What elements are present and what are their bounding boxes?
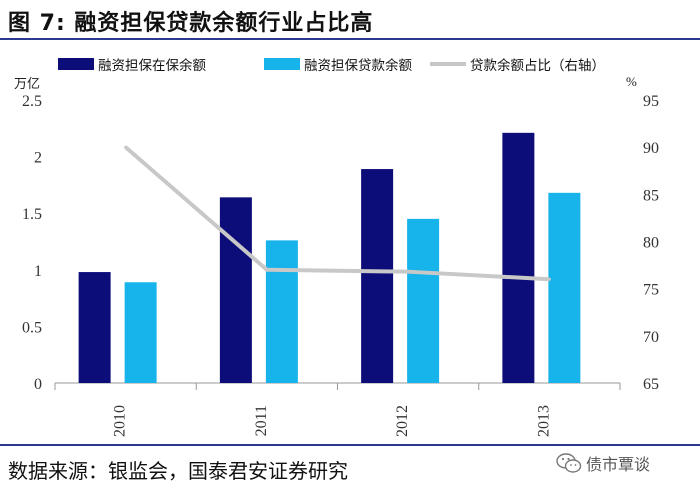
bar-loan-balance — [124, 282, 157, 383]
y2-tick-label: 85 — [643, 187, 659, 204]
y2-tick-label: 75 — [643, 282, 659, 299]
legend-label: 融资担保在保余额 — [98, 57, 206, 73]
y-tick-label: 0.5 — [22, 319, 42, 336]
line-loan-share — [124, 145, 550, 282]
left-axis-unit: 万亿 — [14, 76, 40, 91]
watermark-text: 债市覃谈 — [586, 455, 651, 474]
bar-guarantee-balance — [78, 272, 111, 383]
bar-guarantee-balance — [502, 132, 535, 383]
bar-guarantee-balance — [219, 197, 252, 383]
y-tick-label: 2.5 — [22, 93, 42, 110]
y2-tick-label: 65 — [643, 376, 659, 393]
right-axis-unit: % — [626, 74, 637, 89]
y2-tick-label: 80 — [643, 235, 659, 252]
y2-tick-label: 70 — [643, 329, 659, 346]
line-point — [406, 270, 410, 274]
line-point — [265, 268, 269, 272]
chart-title: 图 7: 融资担保贷款余额行业占比高 — [8, 11, 374, 36]
x-tick-label: 2011 — [253, 405, 270, 436]
source-note: 数据来源：银监会，国泰君安证券研究 — [8, 459, 348, 483]
bar-guarantee-balance — [361, 169, 394, 383]
bar-loan-balance — [407, 218, 440, 383]
legend-label: 融资担保贷款余额 — [304, 57, 412, 73]
y-tick-label: 1 — [34, 263, 42, 280]
bar-loan-balance — [548, 192, 581, 383]
y2-tick-label: 90 — [643, 140, 659, 157]
line-point — [547, 277, 551, 281]
legend-swatch — [58, 58, 94, 70]
title-bar: 图 7: 融资担保贷款余额行业占比高 — [0, 0, 700, 40]
bar-loan-balance — [265, 240, 298, 383]
x-tick-label: 2010 — [112, 405, 129, 437]
footer-divider — [0, 444, 700, 446]
chart: 融资担保在保余额 融资担保贷款余额 贷款余额占比（右轴） 万亿 % 0 0.5 1 1.5 2 2.… — [14, 57, 659, 437]
watermark: 债市覃谈 — [556, 451, 650, 475]
y-tick-label: 1.5 — [22, 206, 42, 223]
legend-swatch — [264, 58, 300, 70]
y-tick-label: 0 — [34, 376, 42, 393]
line-point — [124, 145, 128, 149]
legend-label: 贷款余额占比（右轴） — [470, 57, 605, 73]
wechat-icon — [556, 453, 582, 473]
x-tick-label: 2013 — [535, 405, 552, 437]
y2-tick-label: 95 — [643, 93, 659, 110]
x-tick-label: 2012 — [394, 405, 411, 437]
y-tick-label: 2 — [34, 150, 42, 167]
